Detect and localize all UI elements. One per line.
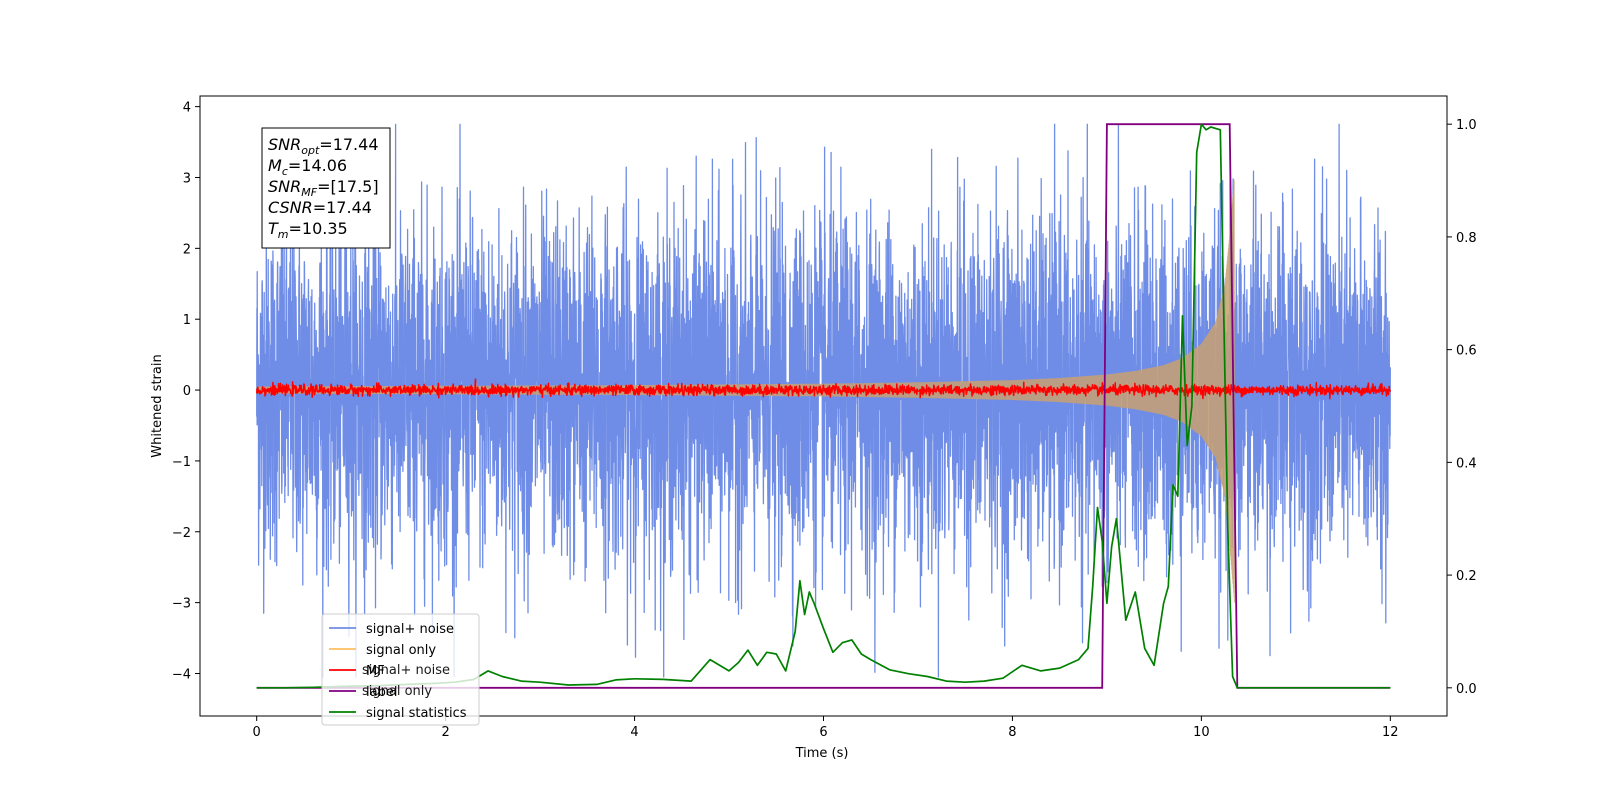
y-right-tick-label: 1.0 <box>1456 118 1477 133</box>
x-tick-label: 8 <box>1008 725 1016 740</box>
legend-label: signal+ noise <box>366 622 454 637</box>
legend-label: label <box>366 685 397 700</box>
x-tick-label: 10 <box>1193 725 1210 740</box>
legend-label: signal only <box>366 643 436 658</box>
y-right-tick-label: 0.4 <box>1456 456 1477 471</box>
info-box-line: CSNR=17.44 <box>268 198 372 217</box>
x-tick-label: 0 <box>253 725 261 740</box>
y-tick-label: 1 <box>183 313 191 328</box>
info-box-frame <box>261 127 391 249</box>
y-right-tick-label: 0.8 <box>1456 231 1477 246</box>
y-tick-label: −3 <box>172 597 191 612</box>
x-tick-label: 2 <box>441 725 449 740</box>
y-right-tick-label: 0.6 <box>1456 344 1477 359</box>
y-tick-label: −2 <box>172 526 191 541</box>
info-box-line: SNRopt=17.44 <box>268 135 379 157</box>
legend: signal+ noise signal only signal+ noise sig… <box>321 613 480 726</box>
legend-frame <box>321 613 480 726</box>
y-tick-label: 0 <box>183 384 191 399</box>
x-axis-label: Time (s) <box>795 746 849 761</box>
x-tick-label: 4 <box>630 725 638 740</box>
y-tick-label: 2 <box>183 242 191 257</box>
y-right-tick-label: 0.0 <box>1456 682 1477 697</box>
y-tick-label: 3 <box>183 171 191 186</box>
legend-ghost-label: signal only <box>362 684 432 699</box>
y-tick-label: −4 <box>172 667 191 682</box>
plot-series-layer <box>255 123 1392 689</box>
info-box-line: Tm=10.35 <box>268 219 348 241</box>
legend-label: signal statistics <box>366 706 467 721</box>
y-tick-label: 4 <box>183 101 191 116</box>
info-box-line: Mc=14.06 <box>268 156 347 178</box>
x-tick-label: 12 <box>1382 725 1399 740</box>
series-line-signal-noise <box>256 123 1391 678</box>
y-axis-label: Whitened strain <box>150 354 165 457</box>
info-box: SNRopt=17.44Mc=14.06SNRMF=[17.5]CSNR=17.… <box>261 127 391 249</box>
series-line-signal-statistics <box>256 123 1391 689</box>
y-right-tick-label: 0.2 <box>1456 569 1477 584</box>
series-line-mf <box>255 378 1392 400</box>
legend-ghost-label: signal+ noise <box>362 663 450 678</box>
y-tick-label: −1 <box>172 455 191 470</box>
x-tick-label: 6 <box>819 725 827 740</box>
info-box-line: SNRMF=[17.5] <box>268 177 379 199</box>
legend-label: MF <box>366 664 385 679</box>
